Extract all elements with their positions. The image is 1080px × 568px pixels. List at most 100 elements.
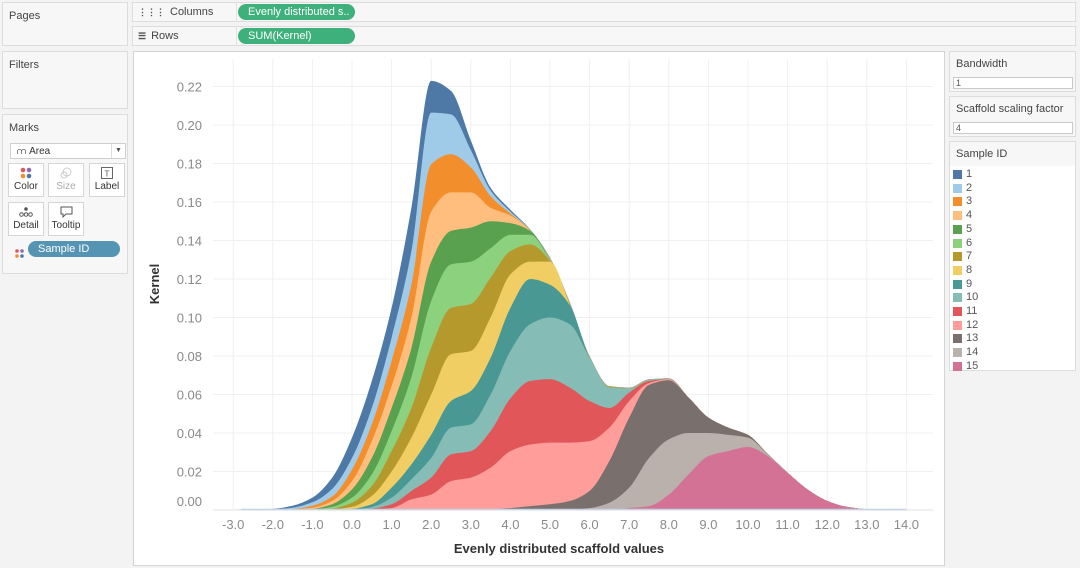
legend-label: 1 bbox=[966, 168, 973, 180]
y-tick-label: 0.02 bbox=[177, 465, 202, 480]
columns-label: Columns bbox=[170, 6, 214, 18]
x-axis-title: Evenly distributed scaffold values bbox=[454, 541, 664, 556]
color-button[interactable]: Color bbox=[8, 163, 44, 197]
y-tick-label: 0.08 bbox=[177, 349, 202, 364]
columns-shelf[interactable]: ⋮⋮⋮ Columns Evenly distributed s.. bbox=[132, 2, 1076, 22]
legend-item-7[interactable]: 7 bbox=[953, 251, 972, 264]
scaffold-scaling-title: Scaffold scaling factor bbox=[956, 103, 1064, 115]
x-tick-label: 12.0 bbox=[815, 517, 840, 532]
legend-swatch bbox=[953, 197, 962, 207]
legend-swatch bbox=[953, 183, 962, 193]
filters-title: Filters bbox=[9, 59, 39, 71]
legend-swatch bbox=[953, 348, 962, 358]
legend-label: 5 bbox=[966, 222, 973, 235]
legend-item-14[interactable]: 14 bbox=[953, 347, 978, 360]
pages-title: Pages bbox=[9, 10, 41, 22]
legend-swatch bbox=[953, 238, 962, 248]
x-tick-label: 8.0 bbox=[660, 517, 678, 532]
x-tick-label: 1.0 bbox=[383, 517, 401, 532]
x-tick-label: 11.0 bbox=[775, 517, 799, 532]
y-tick-label: 0.10 bbox=[177, 311, 202, 326]
mark-type-value: Area bbox=[29, 146, 51, 157]
legend-swatch bbox=[953, 293, 962, 303]
legend-item-9[interactable]: 9 bbox=[953, 277, 973, 292]
area-chart-icon: ⩋ bbox=[17, 146, 27, 156]
tooltip-button[interactable]: Tooltip bbox=[48, 202, 84, 236]
y-tick-label: 0.14 bbox=[177, 234, 202, 249]
tooltip-label: Tooltip bbox=[51, 220, 81, 231]
rows-label: Rows bbox=[151, 30, 179, 42]
sample-id-color-pill[interactable]: Sample ID bbox=[28, 241, 120, 257]
legend-label: 10 bbox=[966, 291, 979, 304]
legend-item-4[interactable]: 4 bbox=[953, 210, 972, 223]
filters-card[interactable]: Filters bbox=[2, 51, 128, 109]
x-tick-label: -2.0 bbox=[262, 517, 284, 532]
legend-item-8[interactable]: 8 bbox=[953, 263, 973, 278]
label-label: Label bbox=[94, 181, 120, 192]
x-tick-label: 9.0 bbox=[699, 517, 717, 532]
text-label-icon: T bbox=[90, 164, 124, 181]
legend-label: 11 bbox=[966, 305, 978, 317]
y-tick-label: 0.16 bbox=[177, 195, 202, 210]
legend-label: 7 bbox=[966, 250, 973, 263]
x-tick-label: -3.0 bbox=[222, 517, 244, 532]
legend-label: 8 bbox=[966, 263, 973, 276]
shelf-divider bbox=[236, 3, 237, 21]
legend-label: 12 bbox=[966, 318, 979, 331]
detail-label: Detail bbox=[13, 220, 39, 231]
legend-swatch bbox=[953, 320, 962, 330]
y-tick-label: 0.00 bbox=[177, 494, 202, 509]
y-tick-label: 0.04 bbox=[177, 426, 202, 441]
legend-label: 2 bbox=[966, 181, 973, 194]
rows-icon: ☰ bbox=[138, 31, 147, 41]
shelf-divider bbox=[236, 27, 237, 45]
pages-card[interactable]: Pages bbox=[2, 2, 128, 46]
legend-item-6[interactable]: 6 bbox=[953, 237, 972, 251]
legend-item-13[interactable]: 13 bbox=[953, 333, 978, 346]
sample-id-legend: Sample ID 1 2 3 4 5 6 7 8 9 10 11 12 13 14 15 bbox=[949, 141, 1076, 371]
legend-label: 9 bbox=[966, 277, 973, 290]
stacked-area-chart: -3.0 -2.0 -1.0 0.0 1.0 2.0 3.0 4.0 5.0 6.0 7.0 8.0 9… bbox=[147, 59, 933, 556]
y-tick-label: 0.12 bbox=[177, 272, 202, 287]
legend-item-10[interactable]: 10 bbox=[953, 292, 978, 305]
chart-view[interactable]: -3.0 -2.0 -1.0 0.0 1.0 2.0 3.0 4.0 5.0 6.0 7.0 8.0 9… bbox=[133, 51, 945, 566]
bandwidth-input[interactable]: 1 bbox=[953, 77, 1073, 89]
color-dots-icon bbox=[9, 164, 43, 181]
columns-pill[interactable]: Evenly distributed s.. bbox=[238, 4, 355, 20]
bandwidth-parameter: Bandwidth 1 bbox=[949, 51, 1076, 92]
rows-pill[interactable]: SUM(Kernel) bbox=[238, 28, 355, 44]
legend-swatch bbox=[953, 265, 962, 275]
legend-item-2[interactable]: 2 bbox=[953, 181, 973, 196]
scaffold-scaling-parameter: Scaffold scaling factor 4 bbox=[949, 96, 1076, 137]
legend-item-1[interactable]: 1 bbox=[953, 169, 972, 182]
legend-label: 4 bbox=[966, 209, 973, 222]
y-tick-label: 0.06 bbox=[177, 388, 202, 403]
bandwidth-title: Bandwidth bbox=[956, 58, 1008, 70]
y-tick-label: 0.18 bbox=[177, 157, 202, 172]
area-sample-15[interactable] bbox=[233, 447, 907, 510]
legend-label: 13 bbox=[966, 332, 979, 345]
legend-swatch bbox=[953, 334, 962, 344]
x-tick-label: 3.0 bbox=[462, 517, 480, 532]
color-encoding-icon bbox=[15, 245, 24, 263]
x-tick-label: 0.0 bbox=[343, 517, 361, 532]
y-tick-label: 0.22 bbox=[177, 80, 202, 95]
legend-item-12[interactable]: 12 bbox=[953, 318, 979, 333]
scaffold-scaling-input[interactable]: 4 bbox=[953, 122, 1073, 134]
legend-swatch bbox=[953, 279, 962, 289]
y-tick-label: 0.20 bbox=[177, 118, 202, 133]
size-button[interactable]: Size bbox=[48, 163, 84, 197]
legend-item-11[interactable]: 11 bbox=[953, 306, 977, 319]
label-button[interactable]: T Label bbox=[89, 163, 125, 197]
legend-item-15[interactable]: 15 bbox=[953, 360, 978, 374]
mark-type-dropdown[interactable]: ⩋ Area ▼ bbox=[10, 143, 126, 159]
legend-item-3[interactable]: 3 bbox=[953, 196, 972, 209]
legend-label: 3 bbox=[966, 195, 973, 208]
x-tick-label: 14.0 bbox=[894, 517, 919, 532]
legend-item-5[interactable]: 5 bbox=[953, 222, 973, 237]
x-tick-label: 5.0 bbox=[541, 517, 559, 532]
detail-button[interactable]: Detail bbox=[8, 202, 44, 236]
rows-shelf[interactable]: ☰ Rows SUM(Kernel) bbox=[132, 26, 1076, 46]
x-tick-label: 6.0 bbox=[581, 517, 599, 532]
legend-swatch bbox=[953, 211, 962, 221]
